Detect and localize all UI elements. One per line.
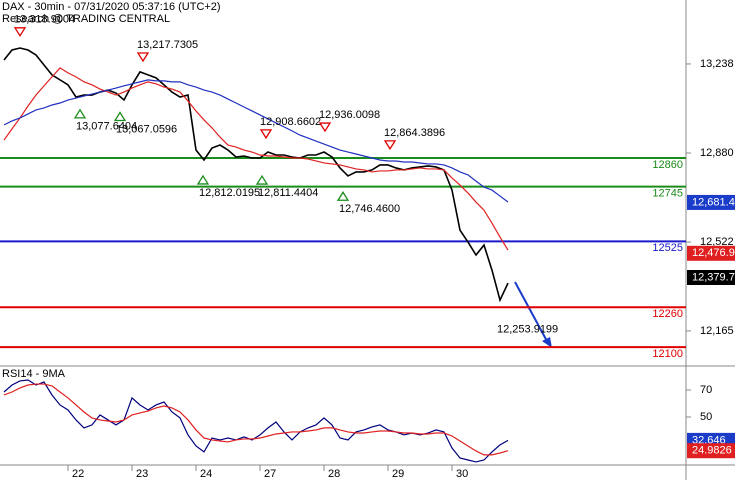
high-label: 12,908.6602 bbox=[260, 116, 321, 128]
price-badge-label: 24.9826 bbox=[692, 445, 732, 457]
high-label: 12,936.0098 bbox=[319, 109, 380, 121]
low-marker bbox=[255, 174, 269, 185]
rsi-title: RSI14 - 9MA bbox=[2, 368, 66, 380]
level-label: 12745 bbox=[652, 188, 683, 200]
level-label: 12860 bbox=[652, 159, 683, 171]
target-label: 12,253.9199 bbox=[497, 324, 558, 336]
low-marker bbox=[196, 174, 210, 185]
low-label: 13,077.6404 bbox=[76, 121, 137, 133]
price-badge bbox=[687, 194, 735, 210]
series-line bbox=[3, 79, 509, 203]
y-tick-label: 13,238 bbox=[700, 58, 734, 70]
low-label: 12,811.4404 bbox=[258, 187, 318, 199]
chart-subtitle: Research @ TRADING CENTRAL bbox=[2, 13, 170, 25]
chart-title: DAX - 30min - 07/31/2020 05:37:16 (UTC+2… bbox=[2, 1, 221, 13]
low-marker bbox=[336, 191, 350, 201]
price-badge-label: 12,681.4 bbox=[692, 196, 735, 208]
x-tick-label: 27 bbox=[264, 468, 276, 480]
x-tick-label: 22 bbox=[72, 468, 84, 480]
x-tick-label: 30 bbox=[456, 468, 468, 480]
y-tick-label: 50 bbox=[700, 411, 712, 423]
high-marker bbox=[13, 27, 27, 38]
y-tick-label: 12,522 bbox=[700, 236, 734, 248]
high-marker bbox=[259, 129, 273, 140]
low-marker bbox=[73, 108, 87, 119]
series-line bbox=[3, 383, 509, 456]
y-tick-label: 12,165 bbox=[700, 325, 734, 337]
low-label: 12,812.0195 bbox=[199, 187, 260, 199]
y-tick-label: 70 bbox=[700, 384, 712, 396]
high-label: 13,217.7305 bbox=[137, 39, 198, 51]
high-label: 13,318.9004 bbox=[14, 14, 75, 26]
low-label: 13,067.0596 bbox=[116, 123, 177, 135]
x-tick-label: 23 bbox=[136, 468, 148, 480]
high-marker bbox=[318, 122, 332, 133]
series-line bbox=[3, 67, 509, 251]
x-tick-label: 28 bbox=[328, 468, 340, 480]
level-label: 12525 bbox=[652, 242, 683, 254]
price-badge bbox=[687, 443, 735, 459]
level-label: 12260 bbox=[652, 308, 683, 320]
high-marker bbox=[136, 52, 150, 63]
x-tick-label: 29 bbox=[392, 468, 404, 480]
y-tick-label: 12,880 bbox=[700, 147, 734, 159]
price-badge-label: 12,476.9 bbox=[692, 247, 735, 259]
forecast-arrow bbox=[514, 281, 549, 344]
price-badge-label: 12,379.7 bbox=[692, 271, 735, 283]
x-tick-label: 24 bbox=[200, 468, 212, 480]
low-label: 12,746.4600 bbox=[339, 203, 400, 215]
forecast-arrowhead bbox=[542, 337, 552, 348]
price-badge bbox=[687, 269, 735, 285]
high-marker bbox=[383, 140, 397, 151]
price-badge bbox=[687, 245, 735, 261]
high-label: 12,864.3896 bbox=[384, 127, 445, 139]
level-label: 12100 bbox=[652, 348, 683, 360]
low-marker bbox=[113, 111, 127, 122]
